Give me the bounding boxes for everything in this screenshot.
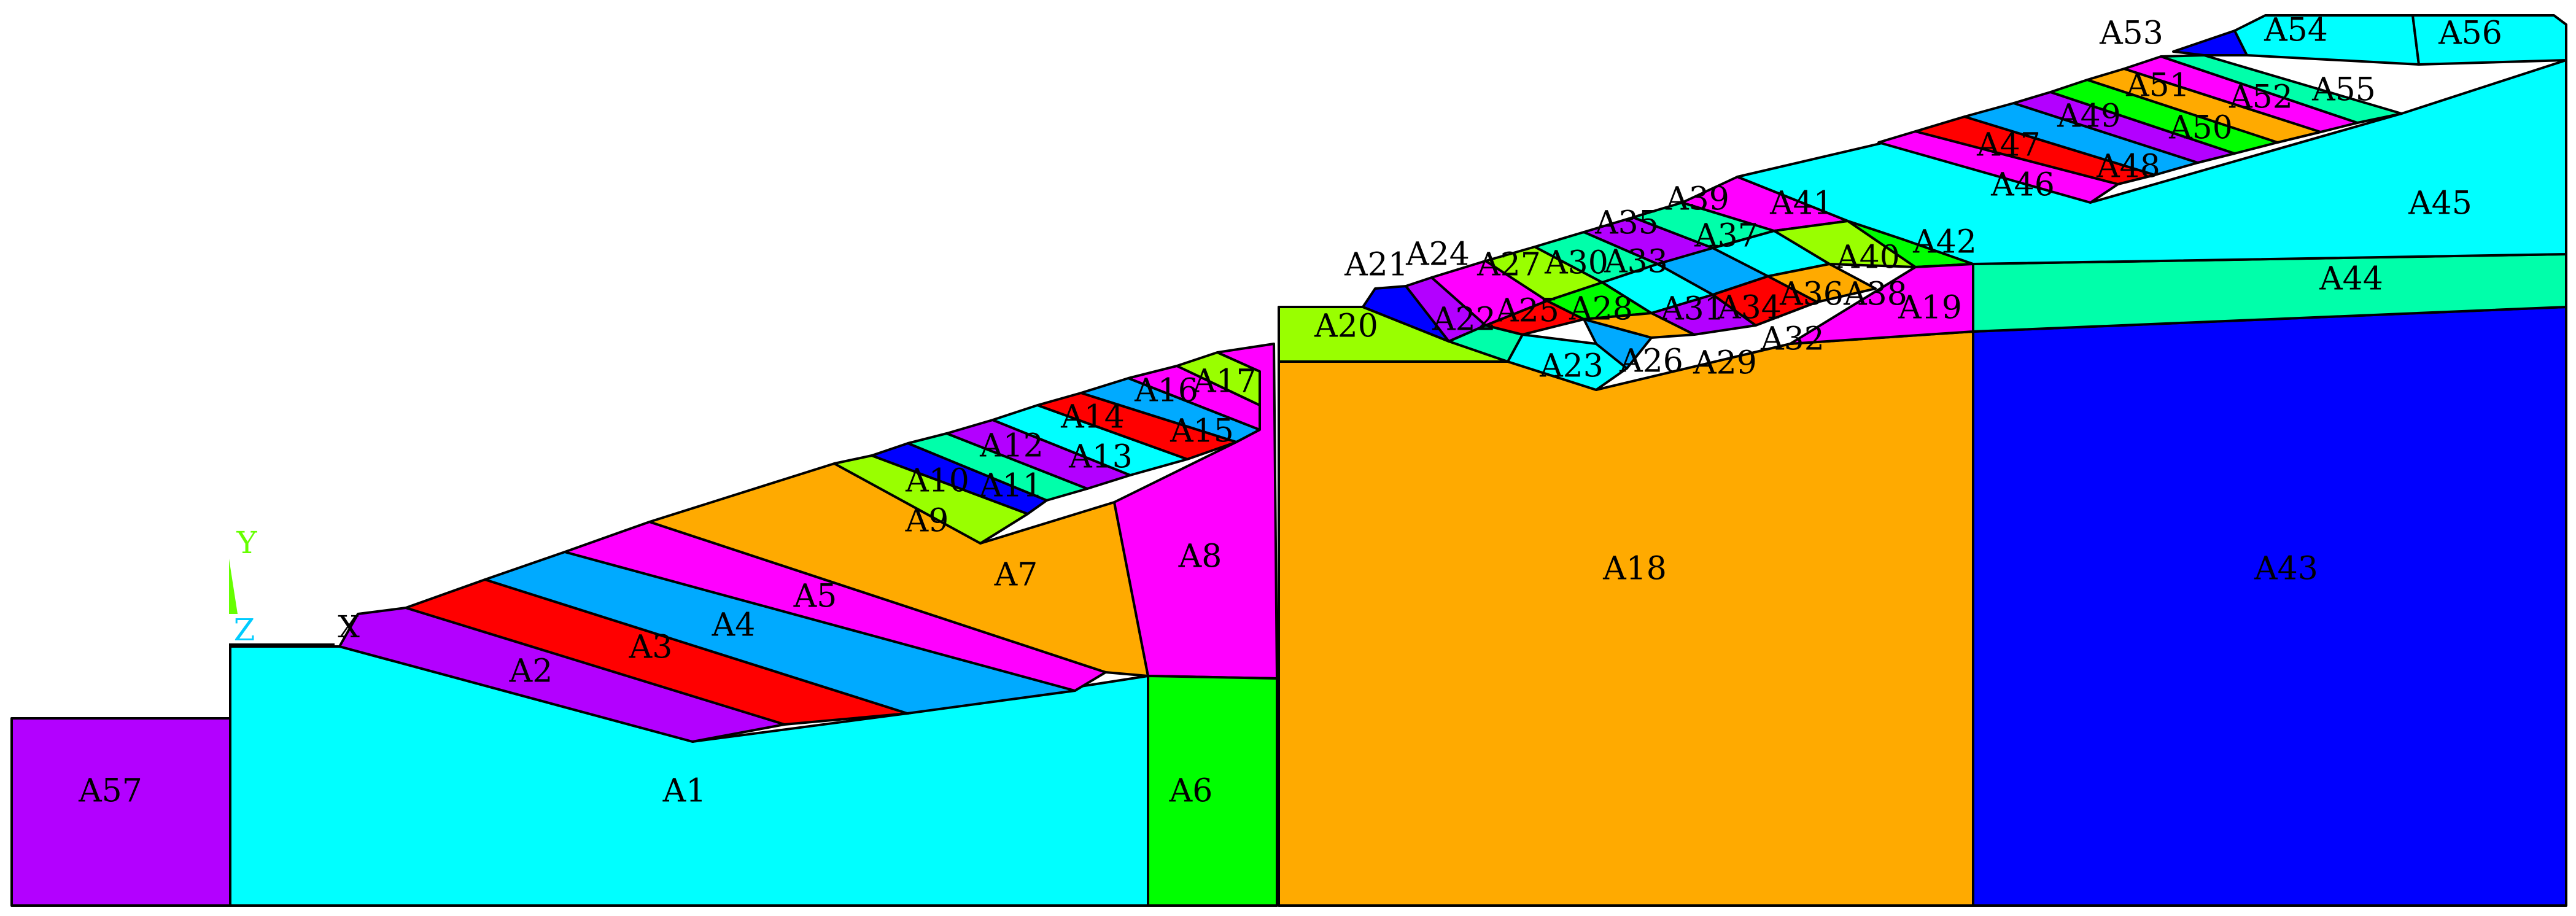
label-A21: A21 [1344, 247, 1408, 284]
label-A25: A25 [1495, 293, 1559, 330]
area-A38 [1767, 263, 1877, 303]
label-A48: A48 [2096, 149, 2160, 185]
label-A54: A54 [2264, 12, 2328, 49]
label-A42: A42 [1912, 224, 1977, 261]
area-labels: A57 A1 A2 A3 A4 A5 A6 A7 A8 A9 A10 A11 A… [78, 12, 2502, 810]
label-A50: A50 [2168, 110, 2233, 147]
label-A57: A57 [78, 773, 142, 810]
y-axis-arrow [229, 559, 238, 614]
label-A32: A32 [1760, 321, 1825, 358]
label-A28: A28 [1569, 291, 1633, 328]
label-A9: A9 [905, 503, 949, 540]
label-A43: A43 [2254, 551, 2318, 588]
label-A36: A36 [1779, 276, 1844, 313]
label-A8: A8 [1178, 538, 1222, 575]
area-A56 [2411, 14, 2567, 66]
label-A14: A14 [1060, 399, 1125, 436]
label-A20: A20 [1314, 308, 1378, 345]
label-A5: A5 [793, 578, 837, 615]
label-A2: A2 [509, 653, 553, 690]
label-A30: A30 [1544, 245, 1608, 282]
label-A22: A22 [1432, 301, 1496, 338]
y-axis-label: Y [236, 525, 257, 561]
label-A56: A56 [2438, 15, 2502, 52]
label-A4: A4 [712, 607, 756, 644]
label-A10: A10 [905, 463, 969, 500]
area-A6 [1147, 675, 1278, 907]
label-A49: A49 [2057, 98, 2121, 135]
axis-triad: Y Z X [229, 525, 360, 648]
label-A39: A39 [1665, 181, 1729, 218]
z-axis-label: Z [234, 612, 255, 648]
label-A53: A53 [2099, 15, 2163, 52]
label-A44: A44 [2319, 261, 2383, 298]
label-A6: A6 [1169, 773, 1213, 810]
label-A24: A24 [1405, 236, 1470, 273]
label-A27: A27 [1476, 247, 1541, 284]
label-A46: A46 [1990, 167, 2055, 204]
label-A41: A41 [1769, 185, 1834, 222]
label-A38: A38 [1843, 276, 1907, 313]
label-A35: A35 [1594, 205, 1659, 242]
label-A3: A3 [629, 629, 673, 666]
label-A51: A51 [2125, 68, 2190, 104]
label-A17: A17 [1192, 363, 1257, 400]
area-A18 [1278, 330, 1974, 907]
label-A31: A31 [1660, 291, 1724, 328]
label-A33: A33 [1604, 244, 1668, 281]
label-A52: A52 [2229, 79, 2293, 116]
label-A19: A19 [1898, 290, 1962, 327]
label-A55: A55 [2311, 72, 2376, 109]
label-A26: A26 [1619, 343, 1683, 380]
label-A34: A34 [1717, 290, 1782, 327]
label-A12: A12 [979, 428, 1044, 465]
label-A1: A1 [662, 773, 707, 810]
label-A15: A15 [1170, 413, 1234, 450]
label-A37: A37 [1694, 218, 1758, 255]
label-A18: A18 [1602, 551, 1667, 588]
label-A23: A23 [1539, 348, 1604, 385]
label-A11: A11 [979, 468, 1043, 505]
label-A45: A45 [2408, 185, 2472, 222]
label-A7: A7 [994, 557, 1038, 594]
label-A16: A16 [1134, 373, 1198, 409]
label-A13: A13 [1068, 439, 1133, 476]
x-axis-label: X [338, 609, 360, 645]
label-A40: A40 [1836, 239, 1900, 276]
label-A29: A29 [1693, 345, 1757, 382]
label-A47: A47 [1976, 127, 2041, 164]
area-A43 [1972, 306, 2567, 907]
area-A55 [2160, 54, 2403, 124]
area-A57 [10, 717, 231, 907]
